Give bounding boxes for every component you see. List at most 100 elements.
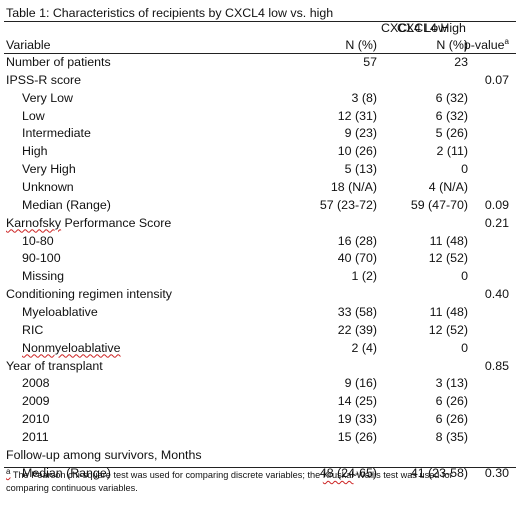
row-value-high: 59 (47-70) xyxy=(410,197,468,212)
row-label: Follow-up among survivors, Months xyxy=(6,447,202,462)
table-row: 90-100 40 (70) 12 (52) xyxy=(0,249,520,267)
footnote-text-1: The Pearson chi-square test was used for… xyxy=(10,470,453,480)
row-label: Year of transplant xyxy=(6,358,103,373)
table-row: Conditioning regimen intensity 0.40 xyxy=(0,285,520,303)
row-label: 90-100 xyxy=(22,251,61,266)
row-value-high: 6 (32) xyxy=(435,90,468,105)
group-header-low: CXCL4 Low xyxy=(381,20,447,36)
table-row: RIC 22 (39) 12 (52) xyxy=(0,321,520,339)
row-value-low: 9 (16) xyxy=(344,376,377,391)
header-rule xyxy=(4,53,516,54)
row-value-low: 19 (33) xyxy=(337,412,377,426)
table-row: Unknown 18 (N/A) 4 (N/A) xyxy=(0,178,520,196)
row-value-high: 2 (11) xyxy=(436,144,468,159)
row-value-low: 14 (25) xyxy=(337,394,377,409)
table-row: 2008 9 (16) 3 (13) xyxy=(0,374,520,392)
row-value-high: 41 (23-58) xyxy=(410,465,468,480)
p-value-superscript: a xyxy=(504,36,509,46)
column-header-p-value: p-valuea xyxy=(464,36,509,54)
row-value-low: 9 (23) xyxy=(344,126,377,141)
row-value-high: 8 (35) xyxy=(435,429,468,444)
row-value-low: 33 (58) xyxy=(337,304,377,319)
row-value-high: 11 (48) xyxy=(429,233,468,248)
table-row: Follow-up among survivors, Months xyxy=(0,446,520,464)
table-row: Nonmyeloablative 2 (4) 0 xyxy=(0,339,520,357)
row-label: Conditioning regimen intensity xyxy=(6,287,172,302)
row-value-high: 5 (26) xyxy=(435,126,468,141)
row-value-low: 5 (13) xyxy=(344,162,377,177)
row-label: Intermediate xyxy=(22,126,91,141)
table-row: 2011 15 (26) 8 (35) xyxy=(0,428,520,446)
row-value-low: 12 (31) xyxy=(337,108,377,123)
row-label: High xyxy=(22,144,48,159)
row-value-high: 6 (32) xyxy=(435,108,468,123)
footnote-line-1: a The Pearson chi-square test was used f… xyxy=(6,466,514,482)
row-value-high: 4 (N/A) xyxy=(428,180,468,194)
row-label: Missing xyxy=(22,269,64,284)
group-low-label: CXCL4 Low xyxy=(381,21,448,35)
row-value-low: 57 xyxy=(363,55,377,69)
row-label: 2009 xyxy=(22,394,50,409)
row-label: Nonmyeloablative xyxy=(22,339,121,357)
row-value-high: 11 (48) xyxy=(429,304,468,319)
row-value-high: 12 (52) xyxy=(428,322,468,337)
table-row: IPSS-R score 0.07 xyxy=(0,71,520,89)
group-high-label: CXCL4 High xyxy=(397,21,466,35)
bottom-rule xyxy=(4,467,516,468)
row-value-low: 48 (24-65) xyxy=(319,465,377,480)
row-value-high: 0 xyxy=(461,340,468,355)
row-label: RIC xyxy=(22,322,44,337)
row-label: Karnofsky Performance Score xyxy=(6,215,172,230)
row-label: Number of patients xyxy=(6,55,111,69)
table-row: Low 12 (31) 6 (32) xyxy=(0,107,520,125)
spellcheck-marked-word: Kruskal xyxy=(322,470,354,480)
row-value-high: 23 xyxy=(454,55,468,69)
row-label: Very Low xyxy=(22,90,73,105)
row-label: Unknown xyxy=(22,180,74,194)
row-label: IPSS-R score xyxy=(6,72,82,87)
footnote-line-2: comparing continuous variables. xyxy=(6,483,138,493)
table-row: 2010 19 (33) 6 (26) xyxy=(0,410,520,428)
row-value-high: 0 xyxy=(461,162,468,177)
row-label: 2008 xyxy=(22,376,50,391)
table-row: Median (Range) 48 (24-65) 41 (23-58) 0.30 xyxy=(0,464,520,482)
row-value-low: 3 (8) xyxy=(351,90,377,105)
table-row: Missing 1 (2) 0 xyxy=(0,267,520,285)
table-row: Myeloablative 33 (58) 11 (48) xyxy=(0,303,520,321)
row-value-high: 0 xyxy=(461,269,468,284)
column-header-variable: Variable xyxy=(6,38,51,52)
table-row: Number of patients 57 23 xyxy=(0,53,520,71)
row-value-low: 10 (26) xyxy=(337,144,377,159)
row-value-low: 15 (26) xyxy=(337,429,377,444)
row-label: 10-80 xyxy=(22,233,54,248)
column-header-row: Variable N (%) N (%) p-valuea xyxy=(0,36,520,54)
row-label: Myeloablative xyxy=(22,304,98,319)
row-label: Very High xyxy=(22,162,76,177)
row-label: Median (Range) xyxy=(22,197,111,212)
row-p-value: 0.09 xyxy=(484,197,509,212)
table-footnote: a The Pearson chi-square test was used f… xyxy=(6,466,514,495)
p-value-label: p-value xyxy=(463,38,505,52)
column-header-high-unit: N (%) xyxy=(436,38,468,52)
footnote-superscript: a xyxy=(6,466,11,476)
row-label: Median (Range) xyxy=(22,465,111,480)
table-row: Very High 5 (13) 0 xyxy=(0,160,520,178)
row-value-low: 1 (2) xyxy=(351,269,377,284)
row-value-low: 22 (39) xyxy=(337,322,377,337)
row-value-low: 18 (N/A) xyxy=(330,180,377,194)
table-row: Karnofsky Performance Score 0.21 xyxy=(0,214,520,232)
row-value-low: 16 (28) xyxy=(337,233,377,248)
table-title: Table 1: Characteristics of recipients b… xyxy=(6,6,334,20)
table-row: 2009 14 (25) 6 (26) xyxy=(0,392,520,410)
row-p-value: 0.30 xyxy=(484,465,509,480)
table-row: Very Low 3 (8) 6 (32) xyxy=(0,89,520,107)
row-label: Low xyxy=(22,108,45,123)
row-label: 2010 xyxy=(22,412,50,426)
row-p-value: 0.21 xyxy=(484,215,509,230)
table-row: 10-80 16 (28) 11 (48) xyxy=(0,232,520,250)
table-row: High 10 (26) 2 (11) xyxy=(0,142,520,160)
row-p-value: 0.40 xyxy=(484,287,509,302)
row-p-value: 0.07 xyxy=(484,72,509,87)
group-header-high: CXCL4 High xyxy=(397,20,466,36)
